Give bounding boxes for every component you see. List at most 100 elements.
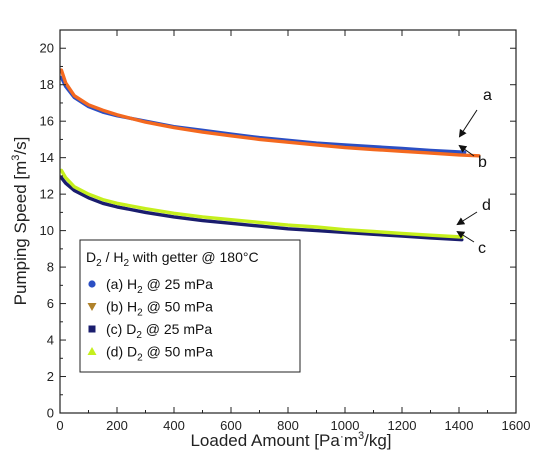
- data-point-c: [101, 202, 104, 205]
- data-point-c: [144, 211, 147, 214]
- x-tick-label: 400: [163, 418, 185, 433]
- data-point-a: [400, 147, 404, 150]
- legend-title: D2 / H2 with getter @ 180°C: [86, 249, 259, 269]
- annotation-arrow: [458, 109, 478, 138]
- series-layer: [59, 68, 481, 242]
- data-point-b: [258, 138, 261, 141]
- data-point-c: [115, 205, 119, 209]
- data-point-d: [460, 235, 464, 239]
- data-point-c: [315, 229, 318, 232]
- y-tick-label: 16: [40, 114, 54, 129]
- data-point-b: [315, 143, 318, 147]
- legend-box: [79, 239, 301, 373]
- data-point-d: [60, 169, 63, 172]
- data-point-d: [101, 198, 104, 201]
- x-tick-label: 1600: [502, 418, 531, 433]
- y-tick-label: 20: [40, 41, 54, 56]
- data-point-d: [372, 230, 375, 233]
- data-point-c: [87, 196, 90, 199]
- legend-label-sub: 2: [136, 330, 142, 341]
- data-point-d: [400, 232, 404, 235]
- legend-label-sub: 2: [137, 285, 143, 296]
- data-point-b: [201, 130, 204, 134]
- data-point-a: [463, 150, 466, 154]
- data-point-b: [64, 81, 67, 85]
- data-point-b: [229, 134, 233, 137]
- legend-label: (c) D2 @ 25 mPa: [106, 321, 212, 341]
- data-point-b: [87, 103, 90, 106]
- data-point-c: [201, 219, 204, 222]
- annotation-label: b: [478, 154, 487, 171]
- y-tick-label: 6: [47, 296, 54, 311]
- legend-label-prefix: (c) D: [106, 321, 136, 337]
- legend-label-suffix: @ 50 mPa: [143, 344, 213, 360]
- data-point-c: [460, 238, 464, 241]
- x-tick-label: 1200: [388, 418, 417, 433]
- data-point-a: [343, 143, 347, 147]
- data-point-d: [73, 185, 76, 189]
- data-point-b: [60, 68, 63, 72]
- data-point-c: [172, 215, 176, 219]
- data-point-d: [201, 215, 204, 219]
- data-point-b: [73, 94, 76, 97]
- x-tick-label: 200: [106, 418, 128, 433]
- legend-label-prefix: (d) D: [106, 344, 137, 360]
- data-point-c: [400, 234, 404, 238]
- data-point-c: [343, 231, 347, 234]
- data-point-a: [429, 149, 432, 152]
- data-point-d: [286, 223, 290, 227]
- y-tick-label: 12: [40, 187, 54, 202]
- data-point-c: [258, 224, 261, 228]
- legend-label-suffix: @ 50 mPa: [143, 299, 213, 315]
- data-point-d: [64, 176, 67, 179]
- x-axis-title: Loaded Amount [Pa·m3/kg]: [190, 429, 391, 450]
- data-point-c: [229, 222, 233, 225]
- y-tick-label: 2: [47, 369, 54, 384]
- data-point-b: [286, 140, 290, 144]
- data-point-c: [429, 236, 432, 240]
- y-tick-label: 14: [40, 150, 54, 165]
- data-point-c: [73, 189, 76, 192]
- y-tick-label: 18: [40, 77, 54, 92]
- y-tick-label: 0: [47, 406, 54, 421]
- data-point-d: [229, 218, 233, 221]
- annotation-label: c: [478, 240, 486, 257]
- data-point-a: [372, 145, 375, 148]
- x-tick-label: 800: [277, 418, 299, 433]
- ticks-layer: 0 200 400 600 800 1000 1200 1400 1600 0 2 4 6 8 10 12 14…: [40, 30, 531, 433]
- data-point-b: [400, 150, 404, 153]
- data-point-d: [429, 233, 432, 237]
- legend-label-sub: 2: [137, 308, 143, 319]
- legend-label: (a) H2 @ 25 mPa: [106, 276, 213, 296]
- annotation-arrow: [458, 144, 475, 157]
- legend-label-suffix: @ 25 mPa: [142, 321, 212, 337]
- annotation-arrow: [456, 211, 478, 226]
- y-tick-label: 10: [40, 223, 54, 238]
- data-point-d: [172, 212, 176, 215]
- x-tick-label: 1400: [445, 418, 474, 433]
- y-tick-label: 8: [47, 260, 54, 275]
- data-point-d: [343, 228, 347, 231]
- data-point-b: [343, 146, 347, 149]
- legend-label-sub: 2: [137, 353, 143, 364]
- legend-marker-triangle-up-icon: [87, 347, 97, 355]
- series-line-c: [59, 175, 464, 242]
- data-point-d: [87, 192, 90, 196]
- legend-label-prefix: (a) H: [106, 276, 137, 292]
- data-point-b: [144, 120, 147, 124]
- data-point-d: [144, 207, 147, 210]
- legend-label: (d) D2 @ 50 mPa: [106, 344, 213, 364]
- y-axis-title: Pumping Speed [m3/s]: [10, 137, 30, 306]
- series-line-d: [59, 168, 464, 239]
- x-tick-label: 600: [220, 418, 242, 433]
- data-point-c: [372, 233, 375, 236]
- annotation-label: d: [482, 197, 491, 214]
- data-point-b: [115, 113, 119, 117]
- legend: D2 / H2 with getter @ 180°C (a) H2 @ 25 …: [79, 239, 301, 373]
- legend-label: (b) H2 @ 50 mPa: [106, 299, 213, 319]
- legend-label-prefix: (b) H: [106, 299, 137, 315]
- data-point-c: [286, 227, 290, 230]
- data-point-b: [172, 126, 176, 129]
- data-point-b: [457, 153, 461, 157]
